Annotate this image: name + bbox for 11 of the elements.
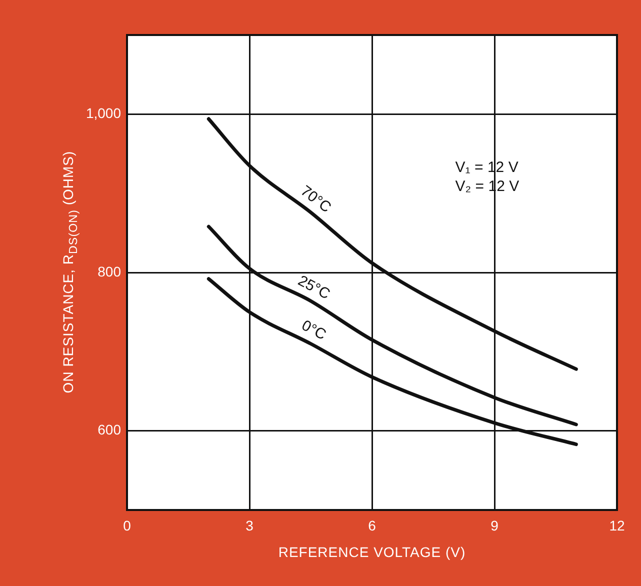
y-tick-label: 1,000 <box>86 105 122 122</box>
x-axis-title: REFERENCE VOLTAGE (V) <box>278 544 466 560</box>
x-tick-label: 3 <box>246 517 254 534</box>
x-tick-label: 6 <box>368 517 376 534</box>
x-tick-label: 12 <box>609 517 625 534</box>
text: 25°C <box>295 272 333 304</box>
y-tick-label: 600 <box>98 422 122 438</box>
y-tick-label: 800 <box>98 263 122 280</box>
x-tick-label: 0 <box>123 517 132 534</box>
text: 0°C <box>298 316 330 344</box>
x-tick-label: 9 <box>490 517 499 534</box>
